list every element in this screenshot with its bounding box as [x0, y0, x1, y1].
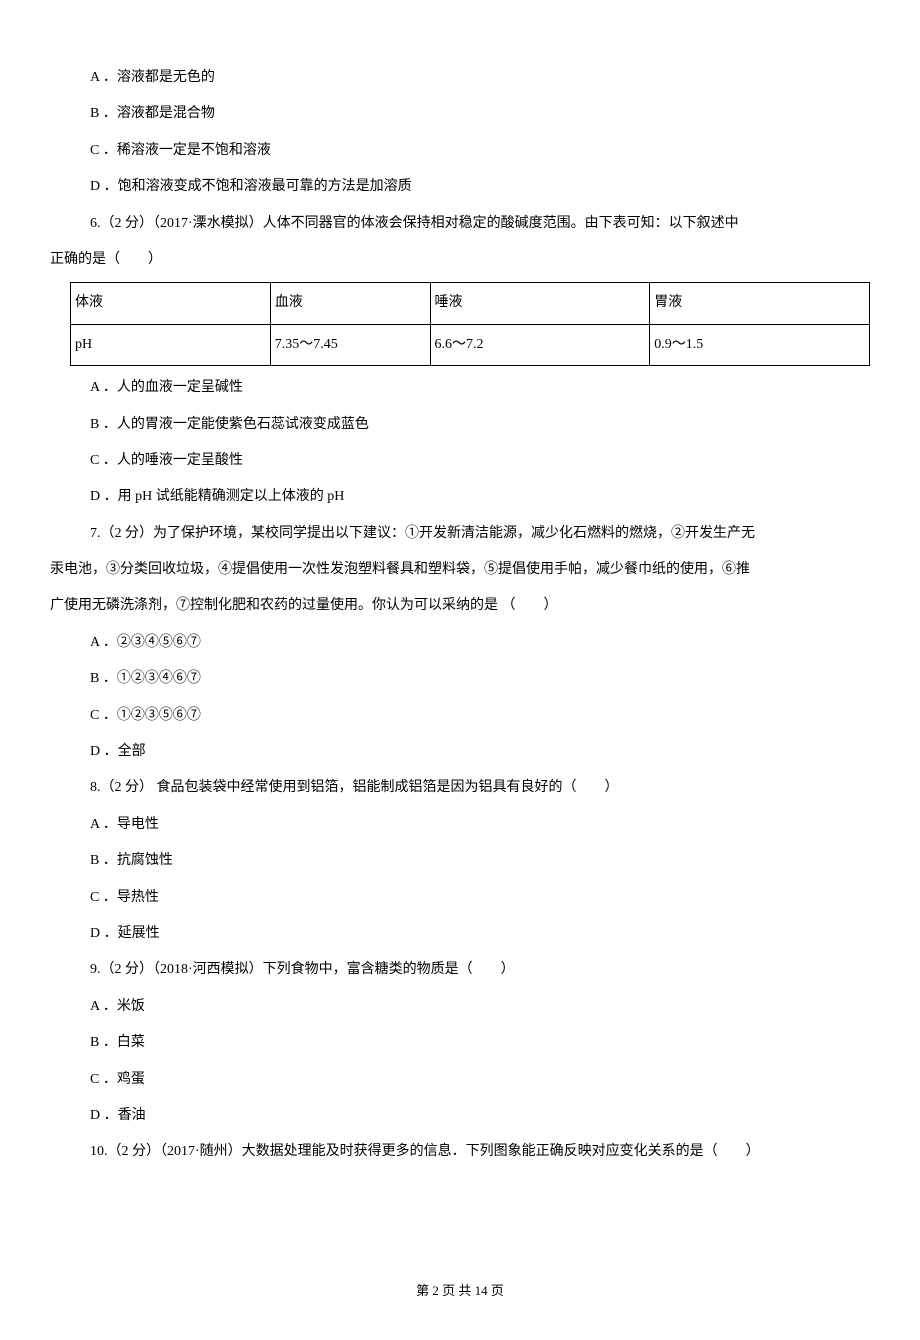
q6-table: 体液 血液 唾液 胃液 pH 7.35～7.45 6.6～7.2 0.9～1.5: [70, 282, 870, 366]
q8-option-c: C ．导热性: [50, 880, 870, 916]
table-cell: 0.9～1.5: [650, 324, 870, 365]
page-footer: 第 2 页 共 14 页: [50, 1281, 870, 1301]
table-cell: pH: [71, 324, 271, 365]
q5-option-a: A ．溶液都是无色的: [50, 60, 870, 96]
q10-stem: 10.（2 分）（2017·随州）大数据处理能及时获得更多的信息．下列图象能正确…: [50, 1134, 870, 1170]
q7-option-d: D ．全部: [50, 734, 870, 770]
table-cell: 体液: [71, 283, 271, 324]
table-cell: 唾液: [430, 283, 650, 324]
q6-option-c: C ．人的唾液一定呈酸性: [50, 443, 870, 479]
q6-option-b: B ．人的胃液一定能使紫色石蕊试液变成蓝色: [50, 407, 870, 443]
q7-option-b: B ．①②③④⑥⑦: [50, 661, 870, 697]
q5-option-d: D ．饱和溶液变成不饱和溶液最可靠的方法是加溶质: [50, 169, 870, 205]
table-row: pH 7.35～7.45 6.6～7.2 0.9～1.5: [71, 324, 870, 365]
q8-option-d: D ．延展性: [50, 916, 870, 952]
q5-option-b: B ．溶液都是混合物: [50, 96, 870, 132]
table-cell: 6.6～7.2: [430, 324, 650, 365]
q6-option-d: D ．用 pH 试纸能精确测定以上体液的 pH: [50, 479, 870, 515]
q7-stem-line3: 广使用无磷洗涤剂，⑦控制化肥和农药的过量使用。你认为可以采纳的是 （ ）: [50, 588, 870, 624]
q6-option-a: A ．人的血液一定呈碱性: [50, 370, 870, 406]
q9-option-c: C ．鸡蛋: [50, 1062, 870, 1098]
table-row: 体液 血液 唾液 胃液: [71, 283, 870, 324]
q6-stem-line2: 正确的是（ ）: [50, 242, 870, 278]
q9-option-a: A ．米饭: [50, 989, 870, 1025]
q7-option-c: C ．①②③⑤⑥⑦: [50, 698, 870, 734]
table-cell: 胃液: [650, 283, 870, 324]
q5-option-c: C ．稀溶液一定是不饱和溶液: [50, 133, 870, 169]
q6-stem-line1: 6.（2 分）（2017·溧水模拟）人体不同器官的体液会保持相对稳定的酸碱度范围…: [50, 206, 870, 242]
q8-option-a: A ．导电性: [50, 807, 870, 843]
q9-option-b: B ．白菜: [50, 1025, 870, 1061]
q7-stem-line2: 汞电池，③分类回收垃圾，④提倡使用一次性发泡塑料餐具和塑料袋，⑤提倡使用手帕，减…: [50, 552, 870, 588]
q8-stem: 8.（2 分） 食品包装袋中经常使用到铝箔，铝能制成铝箔是因为铝具有良好的（ ）: [50, 770, 870, 806]
table-cell: 血液: [270, 283, 430, 324]
q9-option-d: D ．香油: [50, 1098, 870, 1134]
q8-option-b: B ．抗腐蚀性: [50, 843, 870, 879]
table-cell: 7.35～7.45: [270, 324, 430, 365]
q9-stem: 9.（2 分）（2018·河西模拟）下列食物中，富含糖类的物质是（ ）: [50, 952, 870, 988]
q7-stem-line1: 7.（2 分）为了保护环境，某校同学提出以下建议：①开发新清洁能源，减少化石燃料…: [50, 516, 870, 552]
q7-option-a: A ．②③④⑤⑥⑦: [50, 625, 870, 661]
